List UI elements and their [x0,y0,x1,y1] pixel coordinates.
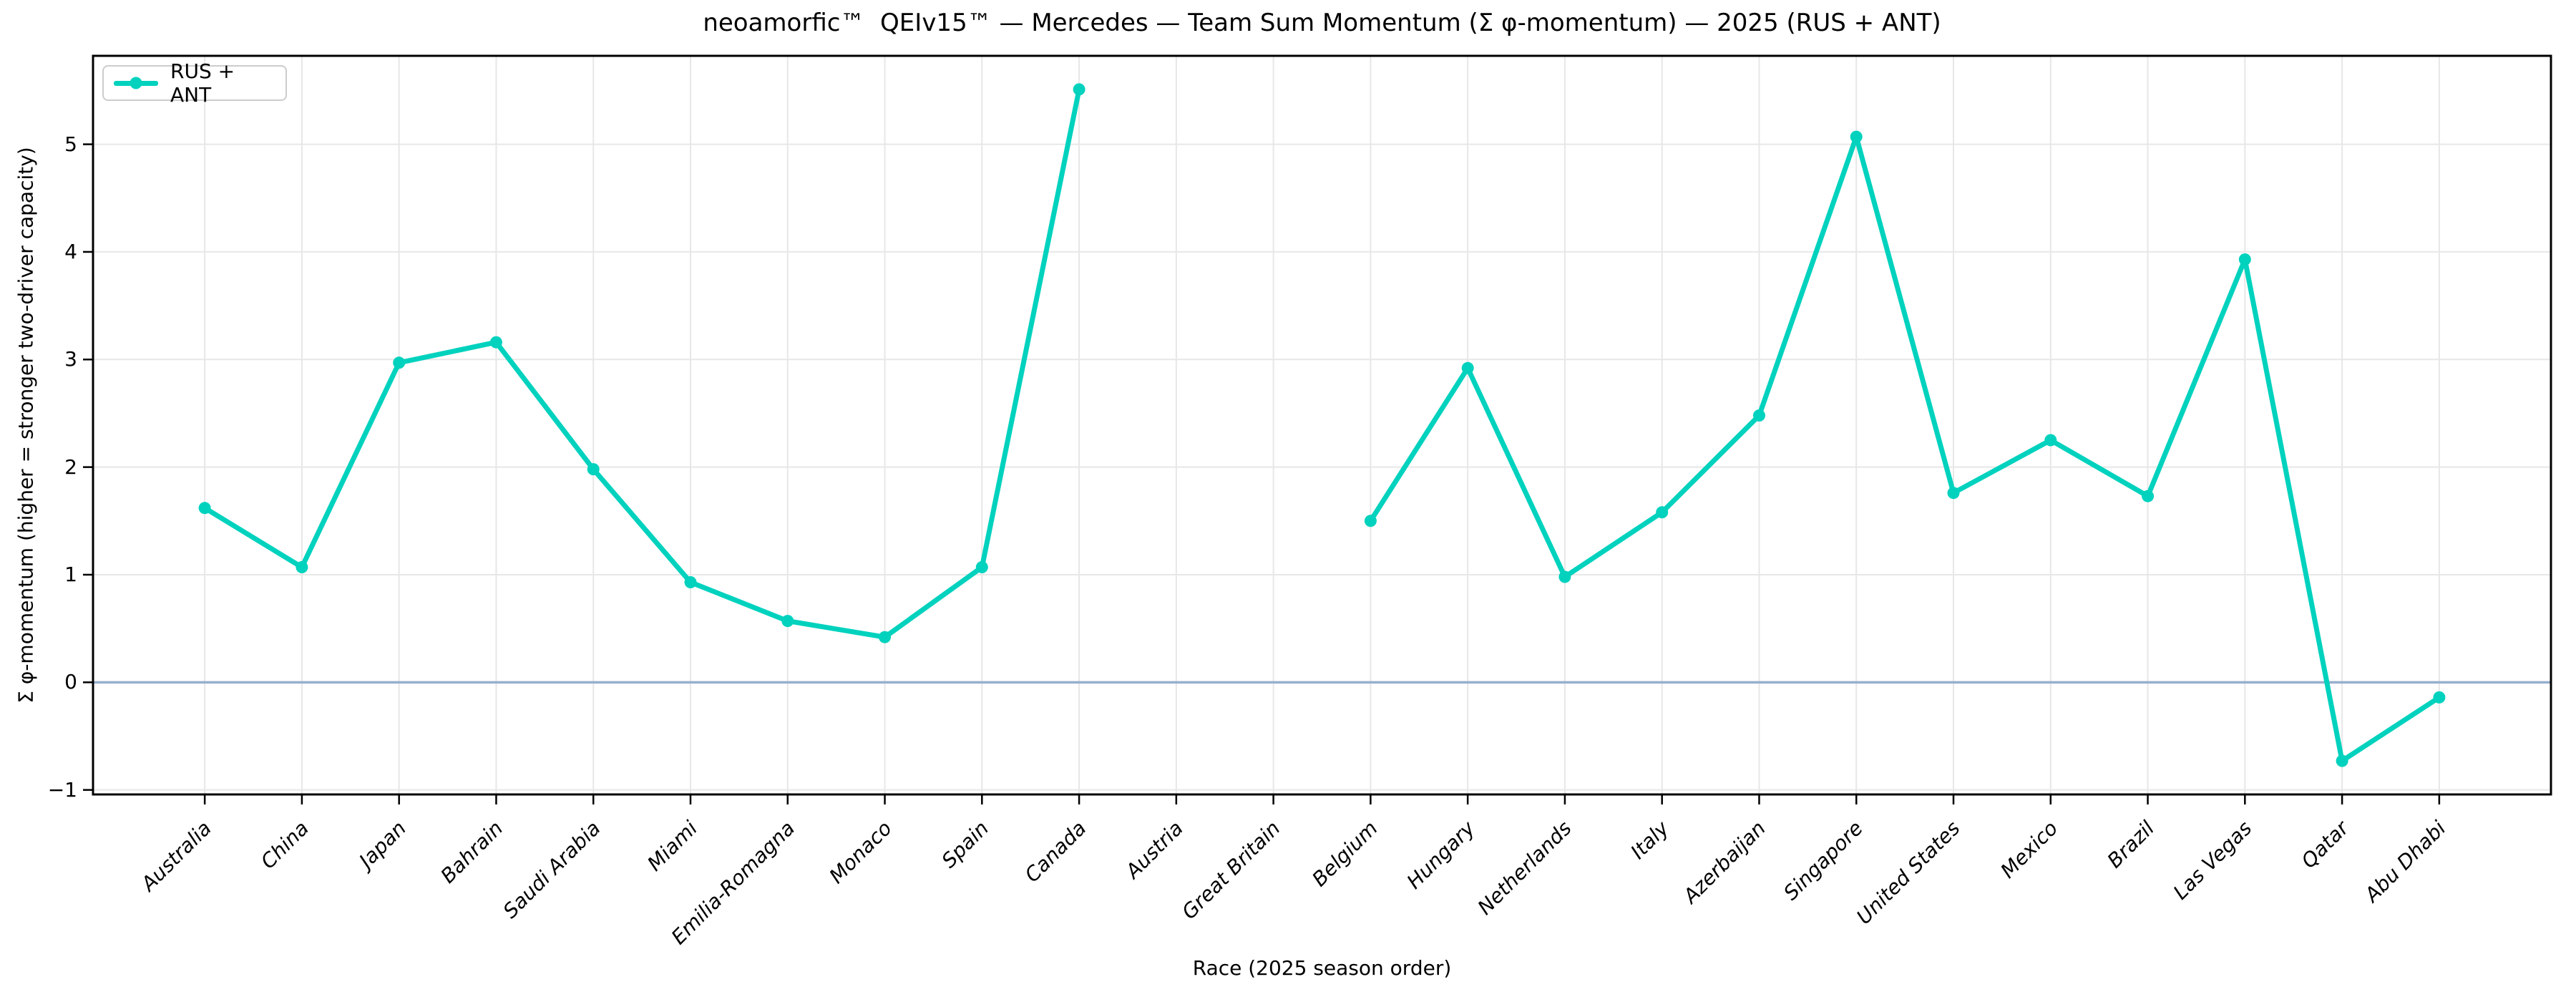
data-point-marker [1947,487,1960,500]
y-tick-label: 1 [64,562,77,586]
y-tick-label: 2 [64,454,77,479]
data-point-marker [2044,434,2057,447]
y-tick-label: 4 [64,239,77,263]
series-line [202,87,2442,764]
data-point-marker [684,576,697,588]
data-point-marker [879,631,891,643]
legend-series-label: RUS + ANT [170,59,235,107]
y-tick-label: −1 [47,777,77,802]
legend-line-sample [114,77,158,89]
legend: RUS + ANT [102,59,287,107]
data-point-marker [1753,409,1765,422]
data-point-marker [489,336,502,349]
y-axis-label: Σ φ-momentum (higher = stronger two-driv… [14,147,38,704]
y-tick-label: 3 [64,347,77,371]
data-point-marker [198,502,211,515]
data-point-marker [1364,515,1377,527]
data-point-marker [1656,506,1669,519]
data-point-marker [1073,83,1085,96]
data-point-marker [975,561,988,573]
y-tick-label: 0 [64,670,77,694]
data-point-marker [1461,361,1474,374]
legend-marker-dot [130,77,142,89]
data-point-marker [2433,691,2446,704]
data-point-marker [1850,130,1863,143]
plot-border [92,54,2552,796]
data-point-marker [781,615,794,628]
data-point-marker [1558,570,1571,583]
data-point-marker [2336,754,2348,767]
y-tick-label: 5 [64,132,77,156]
data-point-marker [393,356,406,369]
x-axis-label: Race (2025 season order) [1192,956,1452,980]
data-point-marker [296,561,308,573]
chart-title: neoamorfic™ QEIv15™ — Mercedes — Team Su… [703,9,1941,37]
data-point-marker [587,463,600,476]
data-point-marker [2238,253,2251,266]
data-point-marker [2142,490,2155,502]
